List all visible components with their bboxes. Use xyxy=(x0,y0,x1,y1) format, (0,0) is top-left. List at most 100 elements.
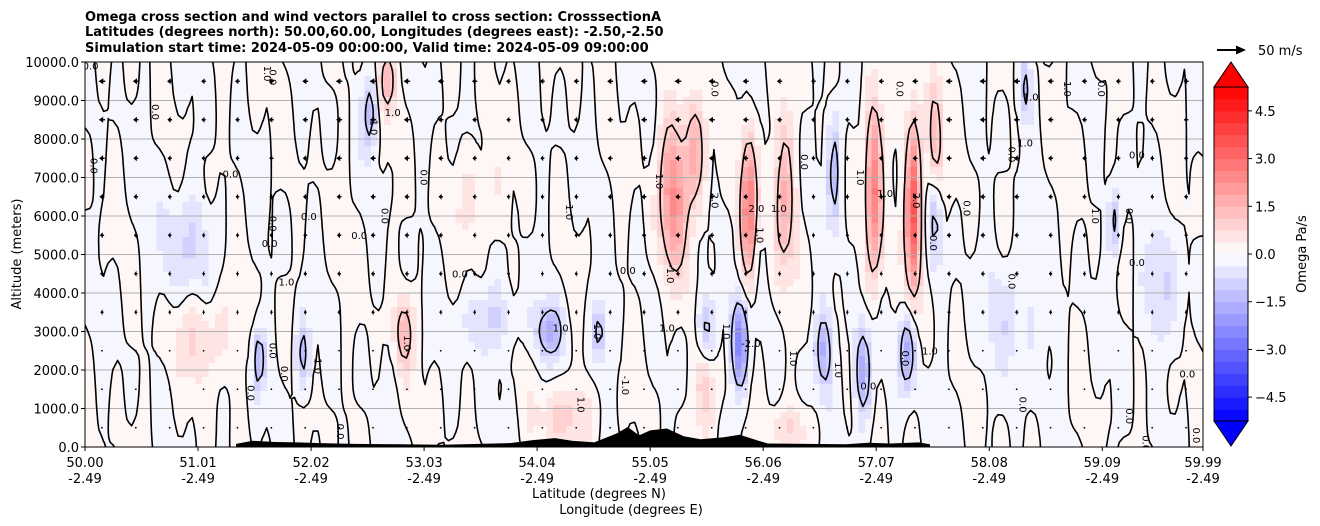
heatmap-cell xyxy=(618,76,626,84)
heatmap-cell xyxy=(540,272,548,280)
heatmap-cell xyxy=(663,391,671,399)
heatmap-cell xyxy=(195,230,203,238)
heatmap-cell xyxy=(559,286,567,294)
heatmap-cell xyxy=(260,314,268,322)
heatmap-cell xyxy=(208,412,216,420)
heatmap-cell xyxy=(104,335,112,343)
heatmap-cell xyxy=(91,412,99,420)
heatmap-cell xyxy=(377,111,385,119)
heatmap-cell xyxy=(488,209,496,217)
heatmap-cell xyxy=(117,356,125,364)
heatmap-cell xyxy=(345,412,353,420)
heatmap-cell xyxy=(260,181,268,189)
heatmap-cell xyxy=(124,146,132,154)
heatmap-cell xyxy=(176,125,184,133)
heatmap-cell xyxy=(436,195,444,203)
heatmap-cell xyxy=(390,76,398,84)
heatmap-cell xyxy=(611,300,619,308)
heatmap-cell xyxy=(137,370,145,378)
heatmap-cell xyxy=(501,160,509,168)
heatmap-cell xyxy=(429,356,437,364)
heatmap-cell xyxy=(605,146,613,154)
heatmap-cell xyxy=(540,209,548,217)
heatmap-cell xyxy=(364,244,372,252)
heatmap-cell xyxy=(286,433,294,441)
heatmap-cell xyxy=(130,76,138,84)
heatmap-cell xyxy=(579,195,587,203)
heatmap-cell xyxy=(631,398,639,406)
heatmap-cell xyxy=(384,272,392,280)
heatmap-cell xyxy=(345,160,353,168)
heatmap-cell xyxy=(202,195,210,203)
heatmap-cell xyxy=(312,195,320,203)
heatmap-cell xyxy=(208,83,216,91)
heatmap-cell xyxy=(163,342,171,350)
heatmap-cell xyxy=(436,223,444,231)
heatmap-cell xyxy=(98,398,106,406)
heatmap-cell xyxy=(280,293,288,301)
heatmap-cell xyxy=(644,139,652,147)
heatmap-cell xyxy=(189,90,197,98)
heatmap-cell xyxy=(163,356,171,364)
heatmap-cell xyxy=(611,76,619,84)
heatmap-cell xyxy=(481,125,489,133)
heatmap-cell xyxy=(332,167,340,175)
heatmap-cell xyxy=(410,195,418,203)
heatmap-cell xyxy=(403,202,411,210)
heatmap-cell xyxy=(338,377,346,385)
heatmap-cell xyxy=(195,272,203,280)
heatmap-cell xyxy=(163,398,171,406)
heatmap-cell xyxy=(488,104,496,112)
heatmap-cell xyxy=(254,146,262,154)
heatmap-cell xyxy=(247,293,255,301)
heatmap-cell xyxy=(286,146,294,154)
heatmap-cell xyxy=(364,111,372,119)
heatmap-cell xyxy=(455,118,463,126)
heatmap-cell xyxy=(221,125,229,133)
heatmap-cell xyxy=(436,363,444,371)
heatmap-cell xyxy=(585,181,593,189)
heatmap-cell xyxy=(384,279,392,287)
heatmap-cell xyxy=(169,132,177,140)
heatmap-cell xyxy=(312,118,320,126)
heatmap-cell xyxy=(345,258,353,266)
heatmap-cell xyxy=(208,132,216,140)
heatmap-cell xyxy=(592,419,600,427)
heatmap-cell xyxy=(273,293,281,301)
heatmap-cell xyxy=(481,69,489,77)
heatmap-cell xyxy=(611,167,619,175)
heatmap-cell xyxy=(208,69,216,77)
heatmap-cell xyxy=(527,125,535,133)
heatmap-cell xyxy=(384,377,392,385)
heatmap-cell xyxy=(150,307,158,315)
heatmap-cell xyxy=(169,398,177,406)
heatmap-cell xyxy=(280,90,288,98)
heatmap-cell xyxy=(481,90,489,98)
heatmap-cell xyxy=(104,314,112,322)
heatmap-cell xyxy=(111,286,119,294)
heatmap-cell xyxy=(130,111,138,119)
heatmap-cell xyxy=(332,188,340,196)
heatmap-cell xyxy=(104,377,112,385)
heatmap-cell xyxy=(527,132,535,140)
heatmap-cell xyxy=(241,307,249,315)
heatmap-cell xyxy=(85,300,93,308)
heatmap-cell xyxy=(553,300,561,308)
heatmap-cell xyxy=(371,237,379,245)
heatmap-cell xyxy=(527,286,535,294)
heatmap-cell xyxy=(241,412,249,420)
heatmap-cell xyxy=(351,349,359,357)
heatmap-cell xyxy=(650,398,658,406)
heatmap-cell xyxy=(234,370,242,378)
heatmap-cell xyxy=(195,62,203,70)
heatmap-cell xyxy=(111,111,119,119)
heatmap-cell xyxy=(527,398,535,406)
heatmap-cell xyxy=(111,202,119,210)
heatmap-cell xyxy=(566,209,574,217)
heatmap-cell xyxy=(644,216,652,224)
heatmap-cell xyxy=(124,111,132,119)
heatmap-cell xyxy=(592,307,600,315)
heatmap-cell xyxy=(241,391,249,399)
heatmap-cell xyxy=(338,83,346,91)
heatmap-cell xyxy=(644,125,652,133)
